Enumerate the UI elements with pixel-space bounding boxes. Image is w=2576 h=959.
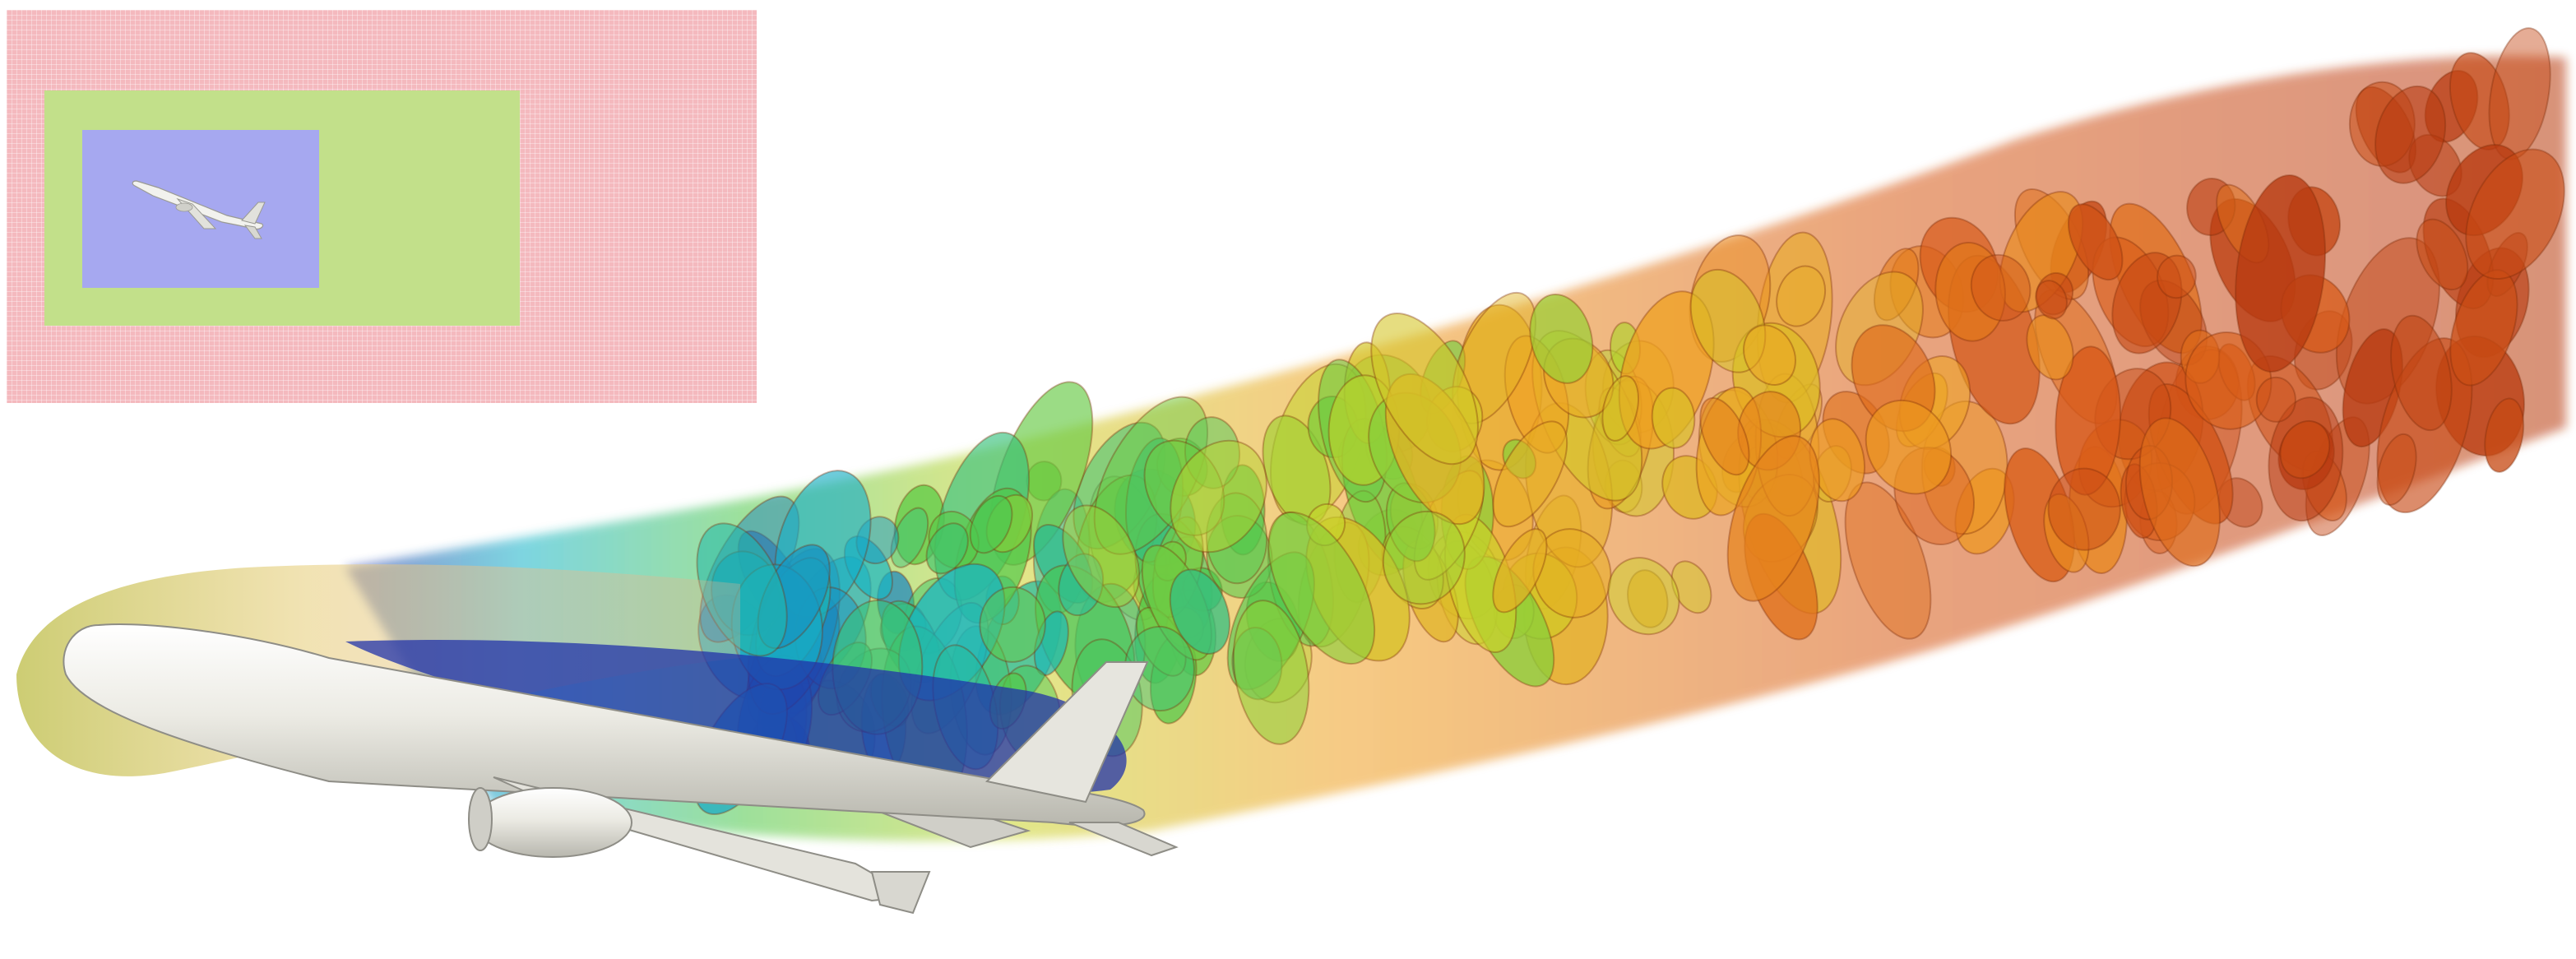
vortex-blob bbox=[969, 494, 1013, 554]
vortex-blob bbox=[1492, 528, 1548, 614]
vortex-blob bbox=[2416, 218, 2469, 291]
vortex-blob bbox=[1169, 568, 1230, 655]
vortex-blob bbox=[1970, 253, 2032, 322]
vortex-blob bbox=[1062, 504, 1141, 609]
aircraft-fuselage bbox=[63, 623, 1146, 827]
mesh-refinement-inset bbox=[7, 10, 757, 403]
aircraft-horizontal-stabilizer bbox=[1068, 822, 1179, 857]
vortex-blob bbox=[979, 586, 1046, 663]
vortex-blob bbox=[890, 507, 929, 568]
vortex-blob bbox=[1370, 313, 1479, 466]
vortex-blob bbox=[1033, 610, 1069, 676]
vortex-blob bbox=[2255, 376, 2296, 423]
aircraft-vertical-tail bbox=[985, 661, 1149, 804]
mini-aircraft bbox=[132, 180, 266, 239]
vortex-blob bbox=[1529, 293, 1594, 384]
vortex-blob bbox=[1607, 557, 1680, 636]
vortex-blob bbox=[1873, 248, 1920, 322]
vortex-blob bbox=[1267, 511, 1376, 665]
vortex-blob bbox=[1232, 600, 1310, 745]
refinement-region-middle bbox=[44, 90, 520, 326]
vortex-blob bbox=[2374, 85, 2447, 184]
vortex-blob bbox=[1382, 510, 1466, 605]
vortex-blob bbox=[2047, 467, 2121, 551]
vortex-blob bbox=[1651, 387, 1696, 449]
vortex-blob bbox=[2067, 203, 2124, 281]
vortex-blob bbox=[1699, 396, 1750, 476]
vortex-blob bbox=[1601, 375, 1639, 442]
vortex-blob bbox=[2376, 433, 2417, 506]
vortex-blob bbox=[2465, 148, 2565, 280]
vortex-blob bbox=[2279, 419, 2331, 480]
vortex-blob bbox=[1492, 420, 1568, 528]
aircraft-engine bbox=[468, 787, 632, 858]
vortex-blob bbox=[925, 522, 969, 575]
vortex-blob bbox=[1743, 324, 1796, 386]
vortex-blob bbox=[2390, 314, 2453, 432]
vortex-blob bbox=[2026, 314, 2074, 381]
refinement-region-inner bbox=[82, 130, 319, 288]
aircraft bbox=[63, 623, 1179, 915]
low-velocity-region bbox=[345, 640, 1127, 795]
vortex-blob bbox=[1865, 399, 1953, 495]
wake-vortices bbox=[693, 27, 2565, 816]
aircraft-winglet bbox=[870, 871, 931, 915]
vortex-blob bbox=[1934, 241, 2006, 342]
vortex-blob bbox=[2157, 254, 2197, 299]
vortex-blob bbox=[1726, 435, 1820, 602]
vortex-blob bbox=[2138, 417, 2221, 568]
vortex-blob bbox=[1058, 553, 1105, 617]
vortex-blob bbox=[2235, 174, 2327, 373]
vortex-blob bbox=[1170, 439, 1267, 554]
vortex-blob bbox=[1776, 265, 1827, 327]
vortex-blob bbox=[2484, 397, 2525, 473]
vortex-blob bbox=[2035, 280, 2068, 320]
